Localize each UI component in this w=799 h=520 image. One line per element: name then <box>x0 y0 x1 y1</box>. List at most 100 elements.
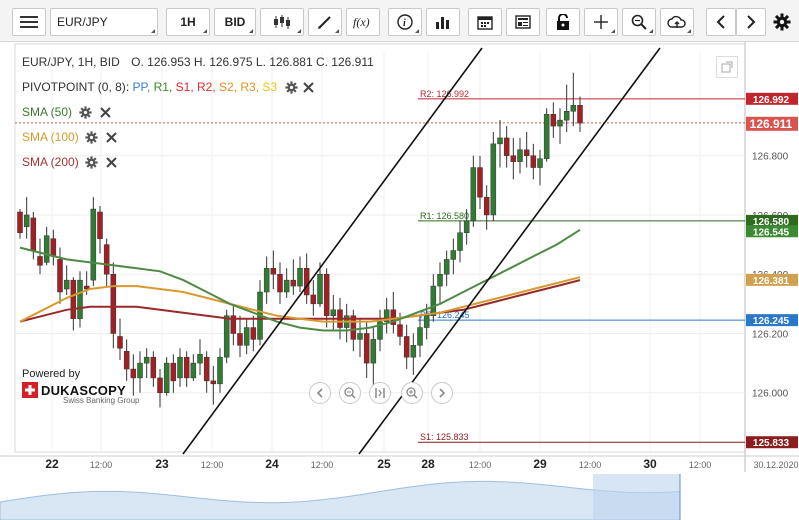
candle-body <box>150 356 157 379</box>
volume-button[interactable] <box>426 8 460 36</box>
candle-body <box>370 339 377 364</box>
indicator-settings-button[interactable] <box>85 155 99 169</box>
x-tick-label: 28 <box>421 457 435 471</box>
x-tick-label: 12:00 <box>689 460 712 470</box>
candle <box>57 247 63 304</box>
indicator-remove-button[interactable] <box>98 105 112 119</box>
x-tick-label: 25 <box>377 457 391 471</box>
candle <box>530 143 537 180</box>
candle-body <box>297 268 303 287</box>
candle <box>250 315 257 352</box>
close-icon <box>303 82 314 94</box>
nav-zoom-in-button[interactable] <box>401 382 423 404</box>
candle <box>570 72 577 127</box>
chart-type-button[interactable] <box>260 8 304 36</box>
candle <box>197 339 203 375</box>
info-button[interactable]: i <box>388 8 422 36</box>
pencil-icon <box>318 16 331 29</box>
candle-body <box>510 155 517 162</box>
candle <box>563 84 570 132</box>
indicator-label: SMA (100) <box>22 130 79 144</box>
pivot-settings-button[interactable] <box>284 81 298 95</box>
symbol-selector[interactable]: EUR/JPY <box>50 8 158 36</box>
pivot-label: S1: 125.833 <box>420 432 469 442</box>
price-tag <box>746 314 798 327</box>
candle <box>63 265 70 295</box>
candle-body <box>83 285 90 290</box>
x-tick-label: 12:00 <box>469 460 492 470</box>
candle <box>403 324 410 370</box>
y-tick-label: 126.800 <box>752 152 789 163</box>
settings-button[interactable] <box>768 8 796 36</box>
svg-text:f(x): f(x) <box>353 15 370 29</box>
indicator-settings-button[interactable] <box>85 130 99 144</box>
calendar-button[interactable] <box>468 8 502 36</box>
indicator-settings-button[interactable] <box>78 105 92 119</box>
pivot-label: PIVOTPOINT (0, 8) <box>22 80 126 94</box>
candle <box>23 197 30 239</box>
symbol-info: EUR/JPY, 1H, BID O. 126.953 H. 126.975 L… <box>22 55 374 69</box>
candle-body <box>137 362 143 379</box>
indicators-button[interactable]: f(x) <box>346 8 380 36</box>
scroll-right-button[interactable] <box>736 8 766 36</box>
logo-subtitle: Swiss Banking Group <box>63 396 140 405</box>
lock-button[interactable] <box>546 8 580 36</box>
candle-body <box>143 356 150 364</box>
candle-body <box>123 351 130 370</box>
logo-name: DUKASCOPY <box>41 382 126 398</box>
candle-body <box>503 137 510 156</box>
popout-button[interactable] <box>716 56 738 78</box>
x-tick-label: 29 <box>533 457 547 471</box>
scroll-left-button[interactable] <box>706 8 736 36</box>
dropdown-corner-icon <box>611 29 615 33</box>
candle <box>237 315 243 358</box>
candle-body <box>17 211 23 233</box>
candle <box>150 351 157 387</box>
candle <box>170 354 177 393</box>
candle <box>443 250 450 287</box>
navigator-area <box>0 480 681 520</box>
pivot-label: R2: 126.992 <box>420 89 469 99</box>
cloud-button[interactable] <box>660 8 694 36</box>
price-type-label: BID <box>224 15 246 29</box>
nav-forward-button[interactable] <box>431 382 453 404</box>
x-tick-label: 12:00 <box>90 460 113 470</box>
indicator-remove-button[interactable] <box>105 155 119 169</box>
candle <box>510 137 517 180</box>
nav-back-button[interactable] <box>309 382 331 404</box>
pivot-item: S1, <box>172 80 194 94</box>
gear-icon <box>285 81 298 94</box>
menu-button[interactable] <box>12 8 46 36</box>
nav-zoom-out-button[interactable] <box>339 382 361 404</box>
x-tick-label: 30 <box>643 457 657 471</box>
candle-body <box>277 273 283 293</box>
timeframe-selector[interactable]: 1H <box>166 8 210 36</box>
candle <box>503 126 510 168</box>
candle-body <box>90 208 97 281</box>
price-chart[interactable]: R2: 126.992 R1: 126.580 PP: 126.245 S1: 125… <box>0 42 799 520</box>
indicator-remove-button[interactable] <box>105 130 119 144</box>
zoom-button[interactable] <box>622 8 656 36</box>
candle <box>163 357 170 396</box>
candle <box>203 351 210 393</box>
pivot-remove-button[interactable] <box>302 81 316 95</box>
chevron-left-icon <box>316 388 323 398</box>
candle <box>303 253 310 304</box>
candle-body <box>550 113 557 127</box>
candle-body <box>303 268 310 296</box>
draw-tool-button[interactable] <box>308 8 342 36</box>
crosshair-button[interactable] <box>584 8 618 36</box>
symbol-line: EUR/JPY, 1H, BID <box>22 55 120 69</box>
x-tick-label: 12:00 <box>311 460 334 470</box>
indicator-label: SMA (200) <box>22 155 79 169</box>
news-button[interactable] <box>506 8 540 36</box>
candle <box>383 297 390 334</box>
candle-body <box>543 113 550 159</box>
nav-reset-button[interactable] <box>369 382 391 404</box>
candle <box>183 351 190 387</box>
price-tag <box>746 225 798 238</box>
candle-body <box>243 327 250 346</box>
candle-body <box>77 279 83 319</box>
price-type-selector[interactable]: BID <box>214 8 256 36</box>
